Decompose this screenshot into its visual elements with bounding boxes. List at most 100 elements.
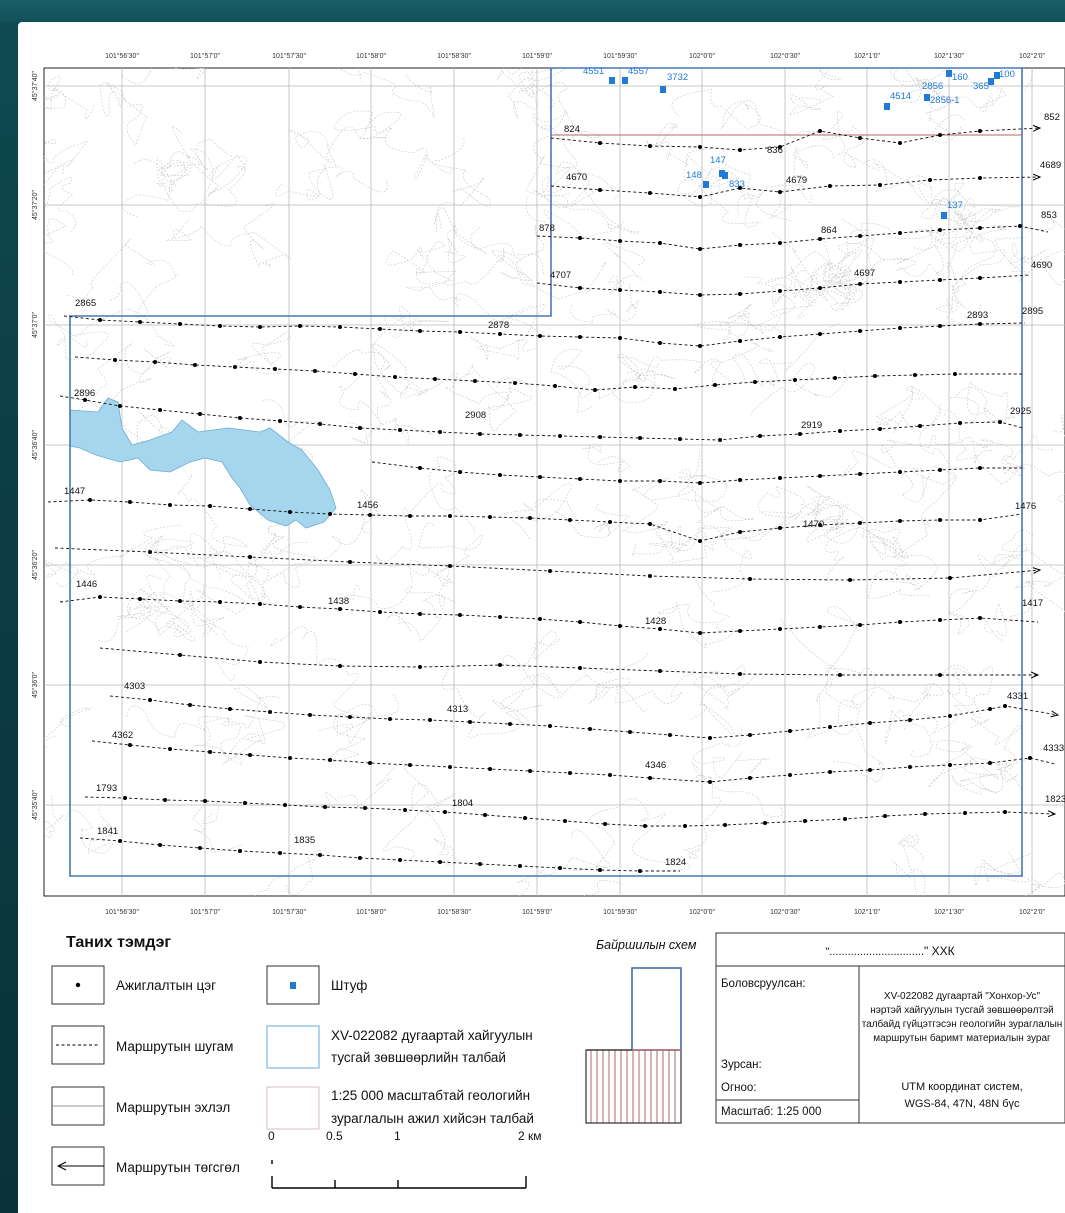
observation-point [328, 758, 332, 762]
observation-point [828, 770, 832, 774]
observation-point [1018, 224, 1022, 228]
observation-point [513, 381, 517, 385]
route-label: 836 [767, 145, 783, 156]
contour-line [614, 664, 746, 712]
observation-point [758, 434, 762, 438]
contour-line [190, 138, 247, 207]
description-line: маршрутын баримт материалын зураг [873, 1032, 1051, 1044]
lon-label: 101°59'0" [522, 52, 552, 60]
contour-line [117, 575, 170, 632]
topographic-contours [44, 68, 1065, 896]
lon-label: 102°1'30" [934, 52, 964, 60]
bottom-longitude-labels: 101°56'30" 101°57'0" 101°57'30" 101°58'0… [105, 908, 1045, 916]
observation-point [928, 178, 932, 182]
contour-line [992, 529, 1065, 613]
observation-point [448, 564, 452, 568]
sample-label: 4551 [583, 66, 604, 77]
location-scheme-title: Байршилын схем [596, 938, 697, 952]
route-label: 2896 [74, 388, 95, 399]
observation-point [978, 129, 982, 133]
observation-point [98, 595, 102, 599]
scale-text: Масштаб: 1:25 000 [721, 1106, 821, 1118]
contour-line [375, 456, 475, 576]
contour-line [192, 802, 244, 853]
observation-point [848, 578, 852, 582]
observation-point [458, 470, 462, 474]
observation-point [678, 437, 682, 441]
observation-point [638, 869, 642, 873]
title-header-prefix: " [825, 946, 829, 958]
drawn-by-label: Зурсан: [721, 1059, 762, 1071]
observation-point [558, 866, 562, 870]
observation-point [748, 733, 752, 737]
observation-point [948, 714, 952, 718]
observation-point [618, 624, 622, 628]
lon-label: 101°57'0" [190, 52, 220, 60]
observation-point [318, 853, 322, 857]
contour-line [347, 417, 433, 445]
observation-point [568, 771, 572, 775]
lon-label: 101°59'30" [603, 52, 637, 60]
contour-line [807, 606, 876, 738]
observation-point [778, 190, 782, 194]
observation-point [838, 673, 842, 677]
observation-point [698, 247, 702, 251]
contour-line [719, 276, 829, 327]
observation-point [603, 822, 607, 826]
observation-point [498, 332, 502, 336]
observation-point [858, 282, 862, 286]
observation-point [708, 736, 712, 740]
observation-point [83, 398, 87, 402]
observation-point [563, 819, 567, 823]
route-label: 1835 [294, 835, 315, 846]
svg-text:".............................: "..............................." ХХК [825, 944, 954, 958]
sample-marker [622, 77, 628, 84]
observation-point [598, 141, 602, 145]
observation-point [258, 660, 262, 664]
contour-line [884, 709, 934, 758]
contour-line [138, 588, 197, 642]
observation-point [978, 226, 982, 230]
route-label: 4670 [566, 172, 587, 183]
observation-point [403, 808, 407, 812]
contour-line [533, 161, 621, 209]
observation-point [988, 761, 992, 765]
observation-point [128, 743, 132, 747]
sample-label: 365 [973, 81, 989, 92]
contour-line [143, 554, 216, 638]
observation-point [238, 416, 242, 420]
route-line [99, 647, 1038, 675]
observation-point [658, 341, 662, 345]
observation-point [918, 424, 922, 428]
sample-label: 4557 [628, 66, 649, 77]
observation-point [578, 666, 582, 670]
lon-label: 101°59'30" [603, 908, 637, 916]
map-frame [43, 67, 1065, 897]
observation-point [498, 663, 502, 667]
observation-point [1028, 756, 1032, 760]
observation-point [418, 665, 422, 669]
observation-point [698, 344, 702, 348]
observation-point [118, 404, 122, 408]
observation-point [178, 599, 182, 603]
contour-line [431, 138, 491, 233]
observation-point [438, 430, 442, 434]
location-scheme: Байршилын схем [585, 938, 697, 1124]
contour-line [44, 706, 93, 748]
route-label: 1823 [1045, 794, 1065, 805]
observation-point [648, 776, 652, 780]
observation-point [793, 378, 797, 382]
title-header-suffix: " ХХК [924, 944, 955, 958]
route-label: 1804 [452, 798, 473, 809]
lon-label: 102°0'0" [689, 52, 716, 60]
observation-point [618, 288, 622, 292]
sample-marker [941, 212, 947, 219]
contour-line [905, 386, 958, 498]
contour-line [270, 626, 372, 745]
lat-label: 45°36'40" [31, 429, 39, 459]
contour-line [789, 251, 852, 319]
observation-point [978, 616, 982, 620]
observation-point [88, 498, 92, 502]
observation-point [868, 768, 872, 772]
